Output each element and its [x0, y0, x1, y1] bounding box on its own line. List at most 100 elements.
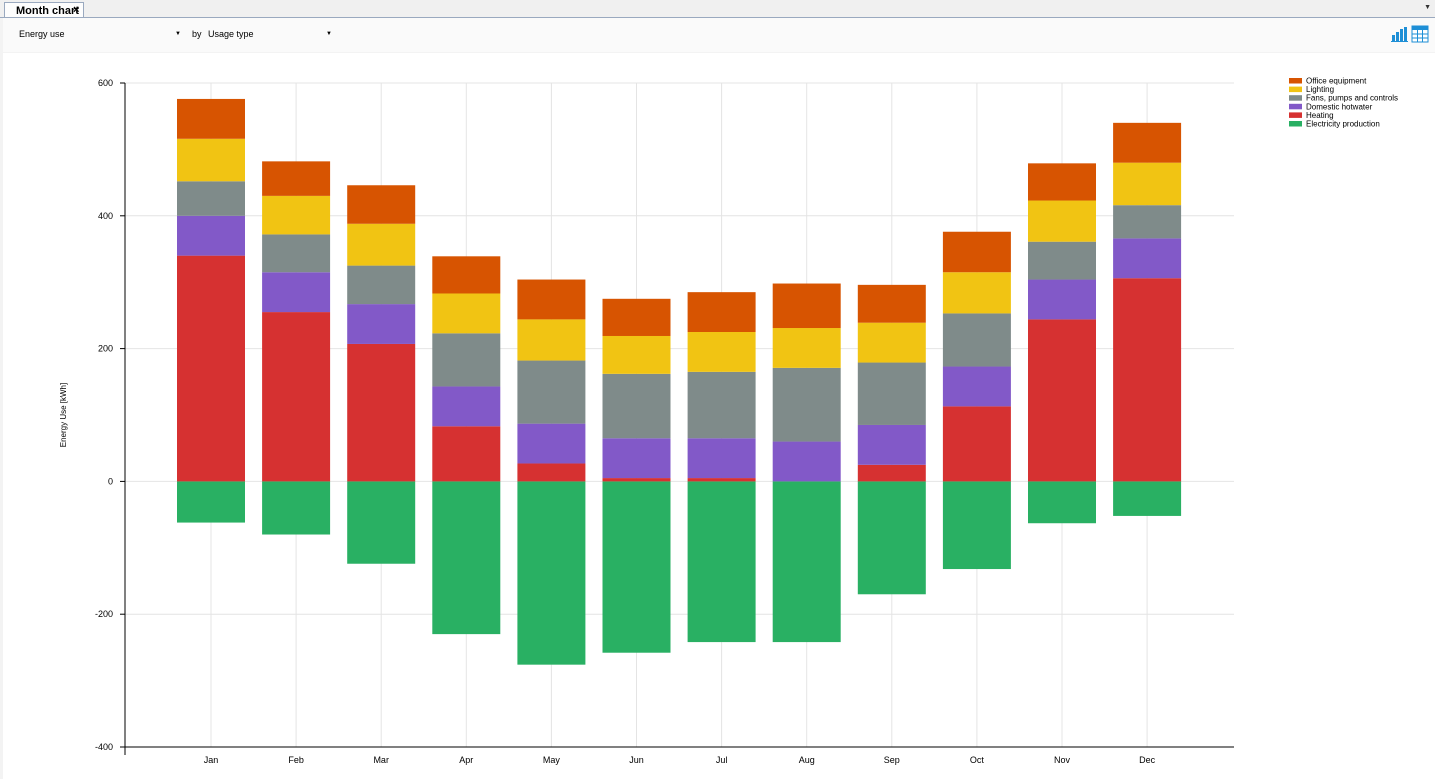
metric-dropdown[interactable]: Energy use ▼: [19, 26, 181, 44]
bar-segment[interactable]: [942, 272, 1011, 314]
bar-segment[interactable]: [432, 293, 501, 334]
y-tick-label: 600: [98, 78, 113, 88]
bars: [177, 98, 1182, 665]
bar-segment[interactable]: [517, 279, 586, 320]
bar-segment[interactable]: [177, 181, 245, 216]
bar-segment[interactable]: [262, 195, 331, 235]
bar-segment[interactable]: [602, 373, 671, 439]
bar-segment[interactable]: [687, 478, 756, 482]
energy-use-chart: -400 -200 0 200 400 600 Jan Feb Mar Apr May Jun Jul A…: [59, 77, 1398, 766]
legend-label: Office equipment: [1306, 77, 1367, 86]
axes: -400 -200 0 200 400 600 Jan Feb Mar Apr May Jun Jul A…: [95, 78, 1234, 765]
tab-month-chart[interactable]: Month chart ×: [4, 2, 84, 17]
y-tick-label: -200: [95, 609, 113, 619]
bar-segment[interactable]: [602, 478, 671, 482]
x-tick-label: Jun: [629, 755, 644, 765]
bar-segment[interactable]: [177, 215, 245, 256]
bar-segment[interactable]: [602, 438, 671, 479]
bar-segment[interactable]: [432, 481, 501, 635]
bar-segment[interactable]: [857, 424, 926, 465]
bar-segment[interactable]: [942, 481, 1011, 570]
bar-segment[interactable]: [1028, 200, 1096, 242]
y-axis-label: Energy Use [kWh]: [59, 383, 68, 447]
bar-segment[interactable]: [262, 272, 331, 313]
bar-segment[interactable]: [517, 481, 586, 665]
bar-segment[interactable]: [177, 481, 245, 523]
bar-segment[interactable]: [687, 371, 756, 439]
bar-segment[interactable]: [942, 406, 1011, 482]
bar-segment[interactable]: [517, 463, 586, 482]
document-tab-strip: Month chart × ▼: [0, 0, 1435, 18]
bar-segment[interactable]: [687, 438, 756, 479]
bar-segment[interactable]: [602, 335, 671, 374]
legend-swatch: [1289, 103, 1302, 110]
chevron-down-icon[interactable]: ▼: [1424, 4, 1431, 11]
bar-segment[interactable]: [857, 481, 926, 595]
bar-segment[interactable]: [602, 481, 671, 653]
legend-label: Heating: [1306, 111, 1334, 120]
bar-segment[interactable]: [432, 426, 501, 482]
bar-segment[interactable]: [432, 256, 501, 294]
bar-segment[interactable]: [942, 366, 1011, 407]
bar-segment[interactable]: [772, 328, 841, 368]
bar-segment[interactable]: [347, 343, 416, 482]
bar-segment[interactable]: [517, 319, 586, 361]
bar-segment[interactable]: [347, 223, 416, 266]
bar-segment[interactable]: [262, 161, 331, 196]
bar-segment[interactable]: [942, 231, 1011, 273]
bar-segment[interactable]: [177, 255, 245, 482]
bar-segment[interactable]: [772, 441, 841, 482]
bar-segment[interactable]: [1028, 481, 1096, 524]
bar-segment[interactable]: [1113, 481, 1182, 516]
bar-segment[interactable]: [1113, 162, 1182, 206]
bar-segment[interactable]: [262, 234, 331, 273]
y-tick-label: 200: [98, 344, 113, 354]
bar-segment[interactable]: [857, 284, 926, 323]
bar-segment[interactable]: [347, 265, 416, 305]
bar-segment[interactable]: [687, 332, 756, 372]
bar-segment[interactable]: [772, 367, 841, 442]
bar-chart-icon[interactable]: [1390, 25, 1408, 43]
bar-segment[interactable]: [687, 481, 756, 643]
bar-segment[interactable]: [262, 481, 331, 535]
bar-segment[interactable]: [347, 185, 416, 224]
bar-segment[interactable]: [602, 298, 671, 336]
x-tick-label: Nov: [1054, 755, 1071, 765]
bar-segment[interactable]: [177, 138, 245, 182]
bar-segment[interactable]: [772, 481, 841, 643]
bar-segment[interactable]: [1028, 279, 1096, 320]
group-by-dropdown[interactable]: Usage type ▼: [208, 26, 332, 44]
bar-segment[interactable]: [432, 333, 501, 387]
bar-segment[interactable]: [1113, 238, 1182, 279]
x-tick-label: Apr: [459, 755, 473, 765]
bar-segment[interactable]: [942, 313, 1011, 367]
legend-swatch: [1289, 86, 1302, 93]
x-tick-label: Mar: [373, 755, 389, 765]
legend-swatch: [1289, 112, 1302, 118]
bar-segment[interactable]: [1028, 319, 1096, 482]
legend-label: Lighting: [1306, 85, 1334, 94]
bar-segment[interactable]: [347, 481, 416, 564]
bar-segment[interactable]: [517, 423, 586, 464]
bar-segment[interactable]: [517, 360, 586, 424]
chart-toolbar: Energy use ▼ by Usage type ▼: [3, 18, 1435, 52]
legend-swatch: [1289, 78, 1302, 84]
bar-segment[interactable]: [857, 464, 926, 482]
table-icon[interactable]: [1411, 25, 1429, 43]
x-tick-label: Jul: [716, 755, 728, 765]
bar-segment[interactable]: [857, 362, 926, 425]
bar-segment[interactable]: [432, 386, 501, 427]
bar-segment[interactable]: [1113, 122, 1182, 163]
close-icon[interactable]: ×: [73, 4, 80, 16]
bar-segment[interactable]: [347, 304, 416, 344]
bar-segment[interactable]: [1113, 205, 1182, 239]
bar-segment[interactable]: [772, 283, 841, 329]
bar-segment[interactable]: [687, 292, 756, 332]
bar-segment[interactable]: [1028, 163, 1096, 201]
bar-segment[interactable]: [857, 322, 926, 363]
bar-segment[interactable]: [1028, 241, 1096, 280]
bar-segment[interactable]: [177, 98, 245, 139]
bar-segment[interactable]: [262, 312, 331, 482]
bar-segment[interactable]: [1113, 278, 1182, 482]
